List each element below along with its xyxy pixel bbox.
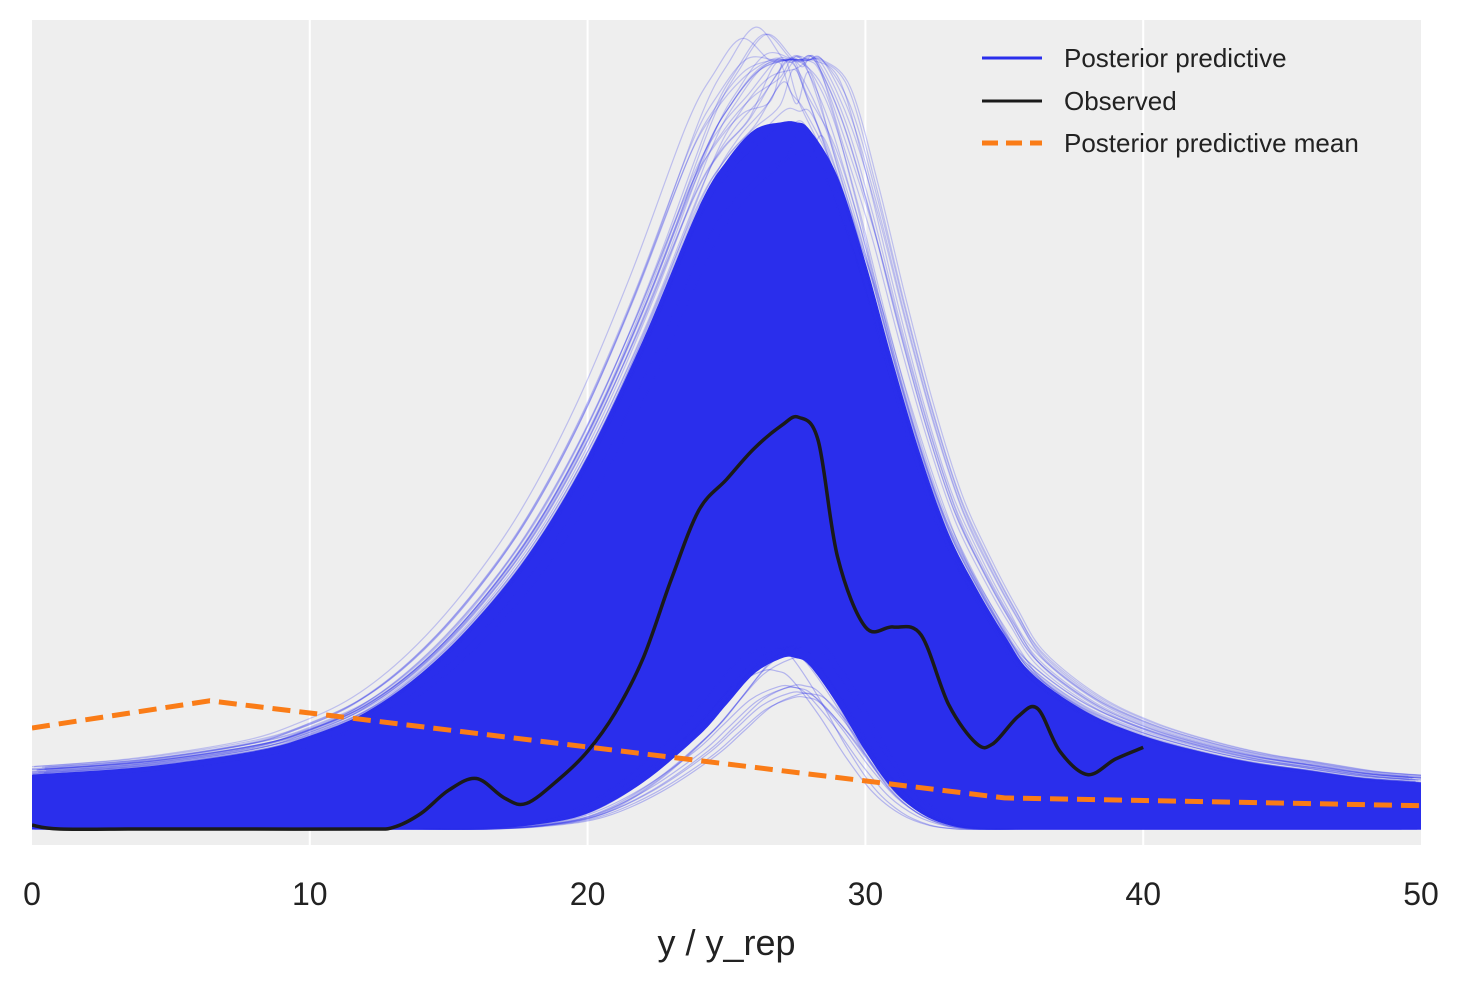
legend-label-1: Observed (1064, 86, 1177, 116)
posterior-sample-line (46, 58, 1421, 779)
observed-line (32, 414, 1144, 832)
posterior-sample-line (44, 33, 1421, 776)
posterior-sample-line (32, 120, 1418, 785)
x-tick-label-50: 50 (1403, 876, 1439, 912)
posterior-sample-line (32, 61, 1416, 783)
posterior-sample-line (34, 107, 1421, 784)
series-layer (32, 26, 1421, 832)
posterior-sample-line (42, 33, 1421, 776)
posterior-sample-line (50, 639, 1421, 830)
posterior-sample-line (34, 26, 1421, 776)
posterior-sample-line (34, 645, 1421, 830)
posterior-sample-line (44, 55, 1421, 781)
x-tick-label-40: 40 (1125, 876, 1161, 912)
posterior-sample-line (45, 135, 1421, 786)
posterior-sample-line (43, 695, 1421, 830)
posterior-sample-line (38, 54, 1421, 781)
posterior-sample-line (44, 52, 1421, 778)
legend-label-2: Posterior predictive mean (1064, 128, 1359, 158)
posterior-sample-line (38, 55, 1421, 779)
x-axis-label: y / y_rep (657, 922, 795, 963)
posterior-sample-line (39, 691, 1421, 830)
posterior-sample-line (49, 692, 1421, 830)
posterior-predictive-mean-line (32, 698, 1421, 809)
posterior-sample-line (34, 686, 1421, 830)
posterior-sample-line (41, 684, 1421, 830)
posterior-sample-line (32, 59, 1410, 782)
legend: Posterior predictive Observed Posterior pr… (982, 43, 1359, 158)
posterior-predictive-envelope (32, 121, 1421, 830)
posterior-sample-line (47, 645, 1421, 830)
x-tick-labels: 0 10 20 30 40 50 (23, 876, 1439, 912)
posterior-sample-line (32, 54, 1413, 779)
posterior-sample-line (36, 54, 1421, 779)
x-tick-label-0: 0 (23, 876, 41, 912)
posterior-sample-line (32, 54, 1416, 781)
posterior-sample-line (32, 37, 1409, 777)
legend-label-0: Posterior predictive (1064, 43, 1287, 73)
posterior-sample-line (36, 54, 1421, 779)
posterior-sample-line (32, 57, 1410, 780)
posterior-sample-line (32, 58, 1416, 783)
posterior-sample-line (33, 71, 1421, 783)
posterior-sample-line (44, 55, 1421, 778)
posterior-sample-line (32, 55, 1414, 779)
x-tick-label-20: 20 (570, 876, 606, 912)
posterior-sample-line (35, 128, 1421, 786)
x-tick-label-30: 30 (848, 876, 884, 912)
posterior-sample-line (32, 68, 1419, 783)
posterior-sample-line (32, 59, 1419, 781)
posterior-sample-line (40, 656, 1421, 830)
x-tick-label-10: 10 (292, 876, 328, 912)
